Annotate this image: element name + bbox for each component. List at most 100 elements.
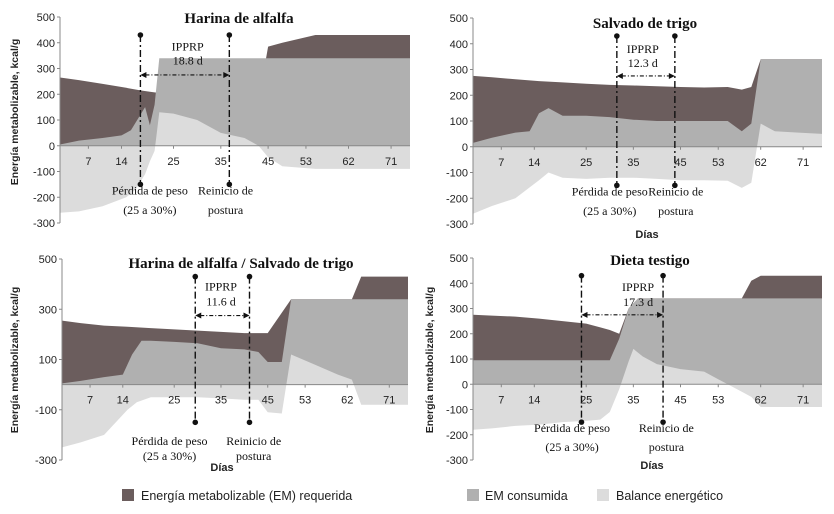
area-series-2: [60, 58, 410, 146]
x-tick-label: 14: [528, 157, 540, 169]
y-tick-label: 300: [37, 64, 55, 76]
y-tick-label: -200: [446, 430, 468, 442]
x-tick-label: 62: [342, 156, 354, 168]
chart-title: Salvado de trigo: [593, 16, 697, 32]
legend-swatch: [467, 489, 479, 501]
marker-dot-top: [246, 273, 253, 280]
annotation-text: postura: [658, 204, 694, 218]
area-series-3: [473, 123, 822, 214]
annotation-text: 17.3 d: [623, 295, 653, 309]
arrow-head-left: [195, 312, 202, 319]
y-tick-label: 500: [450, 13, 468, 25]
x-tick-label: 25: [167, 156, 179, 168]
marker-dot-top: [137, 32, 144, 38]
y-axis-label: Energía metabolizable, kcal/g: [9, 287, 21, 433]
x-tick-label: 35: [215, 395, 227, 407]
annotation-text: postura: [236, 449, 272, 463]
x-tick-label: 45: [262, 395, 274, 407]
y-tick-label: -100: [33, 167, 55, 179]
legend-label: Balance energético: [616, 489, 723, 503]
annotation-text: Reinicio de: [648, 185, 703, 199]
area-series-2: [473, 59, 822, 147]
y-tick-label: -200: [33, 192, 55, 204]
annotation-text: postura: [208, 203, 244, 217]
marker-dot-bottom: [192, 419, 199, 426]
area-series-2: [473, 298, 822, 385]
legend: Energía metabolizable (EM) requerida EM c…: [122, 489, 723, 503]
marker-dot-top: [614, 33, 620, 39]
marker-dot-bottom: [578, 419, 585, 425]
x-tick-label: 14: [528, 394, 540, 406]
y-tick-label: -300: [446, 219, 468, 231]
y-tick-label: 200: [37, 89, 55, 101]
annotation-text: IPPRP: [205, 279, 237, 293]
x-axis-label: Días: [635, 229, 658, 241]
y-tick-label: 500: [39, 254, 57, 266]
y-tick-label: 0: [462, 142, 468, 154]
marker-dot-bottom: [660, 419, 666, 425]
annotation-text: IPPRP: [622, 280, 654, 294]
annotation-text: (25 a 30%): [143, 449, 196, 463]
annotation-text: (25 a 30%): [583, 204, 636, 218]
marker-dot-top: [660, 272, 666, 279]
marker-dot-top: [578, 272, 585, 279]
x-axis-label: Días: [210, 462, 233, 474]
annotation-text: IPPRP: [172, 39, 204, 53]
y-tick-label: 300: [39, 304, 57, 316]
annotation-text: IPPRP: [627, 42, 659, 56]
annotation-text: (25 a 30%): [545, 440, 598, 454]
y-tick-label: 100: [39, 355, 57, 367]
y-tick-label: -100: [446, 168, 468, 180]
y-tick-label: 200: [450, 90, 468, 102]
marker-dot-bottom: [137, 181, 144, 188]
legend-label: Energía metabolizable (EM) requerida: [141, 489, 352, 503]
x-tick-label: 62: [755, 394, 767, 406]
x-tick-label: 35: [627, 157, 639, 169]
y-tick-label: 300: [450, 65, 468, 77]
x-tick-label: 35: [627, 394, 639, 406]
x-tick-label: 7: [87, 395, 93, 407]
legend-swatch: [122, 489, 134, 501]
annotation-text: 18.8 d: [173, 54, 203, 68]
y-tick-label: 400: [450, 39, 468, 51]
y-tick-label: 300: [450, 304, 468, 316]
marker-dot-top: [192, 273, 199, 280]
x-tick-label: 53: [299, 395, 311, 407]
area-series-3: [473, 348, 822, 430]
x-tick-label: 45: [262, 156, 274, 168]
x-tick-label: 62: [755, 157, 767, 169]
annotation-text: Reinicio de: [198, 184, 253, 198]
area-series-3: [60, 112, 410, 213]
y-axis-label: Energía metabolizable, kcal/g: [9, 39, 21, 185]
x-tick-label: 71: [385, 156, 397, 168]
marker-dot-bottom: [246, 419, 253, 426]
annotation-text: 12.3 d: [628, 56, 658, 70]
marker-dot-bottom: [614, 182, 620, 189]
x-tick-label: 14: [117, 395, 129, 407]
x-tick-label: 35: [215, 156, 227, 168]
x-tick-label: 53: [712, 394, 724, 406]
marker-dot-top: [226, 32, 233, 38]
x-tick-label: 7: [498, 157, 504, 169]
y-tick-label: 0: [49, 141, 55, 153]
marker-dot-top: [672, 33, 678, 39]
annotation-text: Pérdida de peso: [132, 434, 208, 448]
y-tick-label: 400: [37, 38, 55, 50]
x-tick-label: 53: [300, 156, 312, 168]
area-series-3: [62, 354, 408, 448]
annotation-text: Pérdida de peso: [112, 184, 188, 198]
y-tick-label: 400: [450, 278, 468, 290]
y-tick-label: -300: [446, 455, 468, 467]
x-axis-label: Días: [640, 460, 663, 472]
y-tick-label: 500: [450, 253, 468, 265]
chart-title: Dieta testigo: [610, 253, 690, 269]
x-tick-label: 62: [341, 395, 353, 407]
arrow-head-right: [243, 312, 250, 319]
annotation-text: (25 a 30%): [123, 203, 176, 217]
y-tick-label: -300: [35, 455, 57, 467]
chart-panel-3: -300 -100 100 300 500 7 14 25 35 45 53 62 71 IPPRP11.…: [9, 254, 408, 474]
x-tick-label: 7: [498, 394, 504, 406]
y-axis-label: Energía metabolizable, kcal/g: [424, 287, 436, 433]
x-tick-label: 45: [674, 157, 686, 169]
arrow-head-left: [140, 71, 147, 78]
